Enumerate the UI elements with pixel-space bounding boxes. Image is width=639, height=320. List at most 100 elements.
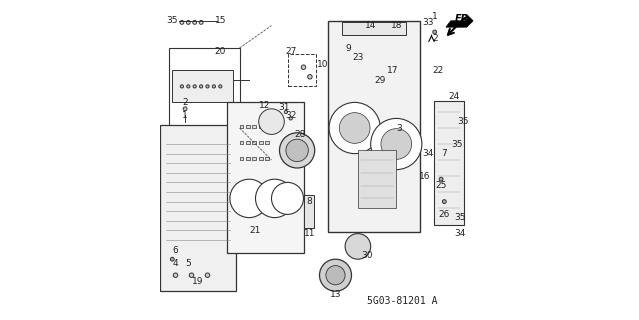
Text: 30: 30 [362, 252, 373, 260]
Text: 4: 4 [173, 259, 178, 268]
Circle shape [329, 102, 380, 154]
Text: 13: 13 [330, 290, 341, 299]
Text: 15: 15 [215, 16, 226, 25]
Bar [265, 125, 269, 128]
FancyBboxPatch shape [342, 22, 406, 35]
Circle shape [219, 85, 222, 88]
Text: 10: 10 [317, 60, 328, 68]
Circle shape [381, 129, 412, 159]
Text: FR.: FR. [454, 14, 472, 24]
Circle shape [279, 133, 314, 168]
Circle shape [256, 179, 294, 218]
Circle shape [339, 113, 370, 143]
Circle shape [199, 20, 203, 24]
FancyBboxPatch shape [328, 21, 420, 232]
Text: 35: 35 [451, 140, 463, 148]
Text: 3: 3 [397, 124, 403, 132]
Bar [246, 125, 250, 128]
Text: 27: 27 [285, 47, 296, 56]
Circle shape [284, 110, 288, 114]
Circle shape [171, 257, 174, 261]
Text: 19: 19 [192, 277, 204, 286]
Circle shape [345, 234, 371, 259]
Text: 12: 12 [259, 101, 271, 110]
Text: 28: 28 [295, 130, 306, 139]
Circle shape [439, 177, 443, 181]
Circle shape [187, 20, 190, 24]
Bar [240, 141, 243, 144]
Circle shape [180, 20, 184, 24]
Text: 14: 14 [365, 21, 376, 30]
Circle shape [320, 259, 351, 291]
Circle shape [326, 266, 345, 285]
Text: 1: 1 [432, 12, 438, 20]
Text: 32: 32 [285, 111, 296, 120]
Text: 9: 9 [346, 44, 351, 52]
Text: 23: 23 [352, 53, 364, 62]
FancyBboxPatch shape [434, 101, 465, 225]
Circle shape [205, 273, 210, 277]
Text: 5: 5 [185, 259, 191, 268]
Text: 21: 21 [250, 226, 261, 235]
Text: 35: 35 [454, 213, 466, 222]
FancyBboxPatch shape [304, 195, 314, 228]
Circle shape [230, 179, 268, 218]
Circle shape [272, 182, 304, 214]
Bar [246, 141, 250, 144]
Text: 35: 35 [458, 117, 469, 126]
FancyBboxPatch shape [169, 48, 240, 128]
Circle shape [433, 30, 436, 34]
Text: 34: 34 [422, 149, 434, 158]
Text: 1: 1 [182, 111, 188, 120]
Text: 2: 2 [432, 34, 438, 43]
FancyBboxPatch shape [288, 54, 316, 86]
Bar [259, 141, 263, 144]
Bar [240, 157, 243, 160]
Circle shape [212, 85, 215, 88]
Text: 22: 22 [432, 66, 443, 75]
Circle shape [442, 200, 446, 204]
Circle shape [286, 139, 308, 162]
Circle shape [189, 273, 194, 277]
Text: 7: 7 [442, 149, 447, 158]
Circle shape [307, 75, 312, 79]
Text: 17: 17 [387, 66, 399, 75]
Text: 34: 34 [454, 229, 466, 238]
FancyBboxPatch shape [173, 70, 233, 102]
Text: 6: 6 [173, 246, 178, 255]
Bar [265, 157, 269, 160]
Polygon shape [446, 14, 473, 27]
Bar [252, 157, 256, 160]
Circle shape [199, 85, 203, 88]
FancyBboxPatch shape [160, 125, 236, 291]
Text: 33: 33 [422, 18, 434, 27]
Text: 8: 8 [306, 197, 312, 206]
Bar [265, 141, 269, 144]
Text: 29: 29 [374, 76, 386, 84]
Text: 18: 18 [390, 21, 402, 30]
FancyBboxPatch shape [358, 150, 396, 208]
Bar [252, 125, 256, 128]
Circle shape [180, 85, 183, 88]
Circle shape [193, 20, 197, 24]
Text: 25: 25 [435, 181, 447, 190]
Bar [246, 157, 250, 160]
FancyBboxPatch shape [227, 102, 304, 253]
Text: 2: 2 [182, 98, 188, 107]
Text: 31: 31 [279, 103, 290, 112]
Circle shape [206, 85, 209, 88]
Text: 11: 11 [304, 229, 315, 238]
Bar [259, 125, 263, 128]
Text: 26: 26 [438, 210, 450, 219]
Circle shape [259, 109, 284, 134]
Bar [259, 157, 263, 160]
Text: 35: 35 [167, 16, 178, 25]
Text: 16: 16 [419, 172, 431, 180]
Bar [252, 141, 256, 144]
Circle shape [187, 85, 190, 88]
Circle shape [301, 65, 305, 69]
Text: 20: 20 [215, 47, 226, 56]
Circle shape [289, 117, 292, 120]
Text: 24: 24 [449, 92, 459, 100]
Bar [240, 125, 243, 128]
